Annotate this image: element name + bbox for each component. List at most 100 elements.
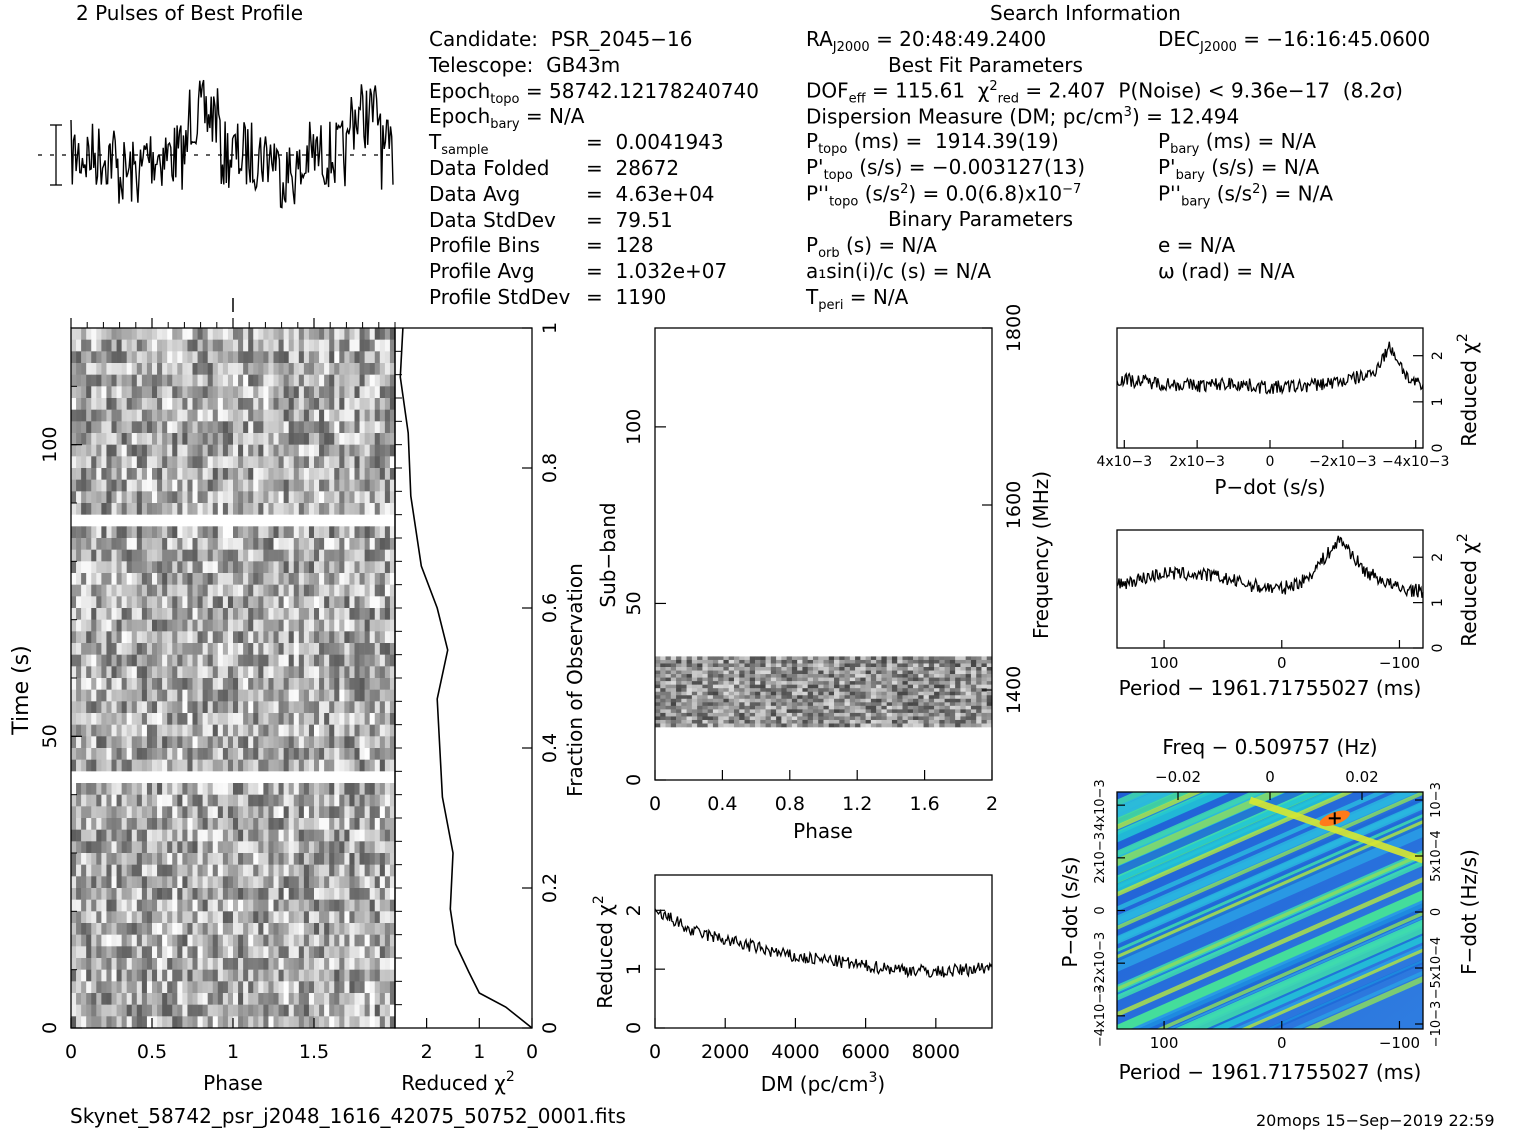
subband-cell <box>839 691 845 696</box>
time-phase-cell <box>146 888 153 900</box>
time-phase-cell <box>334 491 340 504</box>
time-phase-cell <box>303 841 310 854</box>
time-phase-cell <box>192 619 198 632</box>
time-phase-cell <box>278 654 284 667</box>
time-phase-cell <box>76 491 82 504</box>
time-phase-cell <box>111 864 117 877</box>
time-phase-cell <box>197 713 203 725</box>
subband-cell <box>970 684 977 689</box>
time-phase-cell <box>111 526 117 539</box>
time-phase-cell <box>278 876 284 889</box>
time-phase-cell <box>96 759 102 772</box>
subband-cell <box>902 688 909 693</box>
time-phase-cell <box>273 783 279 795</box>
time-phase-cell <box>324 969 330 982</box>
time-phase-cell <box>227 759 234 772</box>
time-phase-cell <box>71 981 77 994</box>
subband-cell <box>744 712 751 717</box>
subband-cell <box>960 659 966 664</box>
time-phase-cell <box>197 584 203 597</box>
time-phase-cell <box>268 934 274 947</box>
time-phase-cell <box>374 608 381 620</box>
time-phase-cell <box>359 619 365 632</box>
time-phase-cell <box>111 724 117 737</box>
subband-cell <box>928 709 935 714</box>
time-phase-cell <box>96 678 102 690</box>
subband-cell <box>849 698 856 703</box>
time-phase-cell <box>334 654 340 667</box>
subband-cell <box>960 684 966 689</box>
time-phase-cell <box>319 841 325 854</box>
time-phase-cell <box>243 339 249 352</box>
time-phase-cell <box>314 829 320 842</box>
time-phase-cell <box>238 1004 244 1017</box>
time-phase-cell <box>258 946 264 959</box>
subband-cell <box>913 681 919 685</box>
subband-cell <box>902 681 909 685</box>
time-phase-cell <box>243 818 249 830</box>
time-phase-cell <box>324 549 330 562</box>
time-phase-cell <box>227 724 234 737</box>
time-phase-cell <box>81 993 87 1005</box>
time-phase-cell <box>197 503 203 515</box>
time-phase-cell <box>359 853 365 865</box>
subband-cell <box>681 705 687 710</box>
time-phase-cell <box>162 468 168 480</box>
time-phase-cell <box>273 409 279 422</box>
time-phase-cell <box>222 479 229 492</box>
subband-cell <box>960 712 966 717</box>
time-phase-cell <box>389 421 396 434</box>
time-phase-cell <box>116 433 122 445</box>
time-phase-cell <box>263 538 269 550</box>
time-phase-cell <box>303 759 310 772</box>
time-phase-cell <box>319 759 325 772</box>
time-phase-cell <box>278 421 284 434</box>
time-phase-cell <box>167 724 173 737</box>
time-phase-cell <box>157 899 163 912</box>
time-phase-cell <box>217 806 224 819</box>
subband-cell <box>839 712 845 717</box>
time-phase-cell <box>197 759 203 772</box>
time-phase-cell <box>167 351 173 364</box>
time-phase-cell <box>121 666 127 679</box>
subband-cell <box>876 695 882 700</box>
time-phase-cell <box>157 736 163 749</box>
time-phase-cell <box>258 398 264 410</box>
time-phase-cell <box>207 339 214 352</box>
time-phase-cell <box>192 969 198 982</box>
time-phase-cell <box>146 654 153 667</box>
subband-cell <box>686 684 693 689</box>
time-phase-cell <box>131 339 138 352</box>
time-phase-cell <box>76 608 82 620</box>
time-phase-cell <box>91 864 97 877</box>
time-phase-cell <box>364 526 370 539</box>
time-phase-cell <box>273 538 279 550</box>
subband-cell <box>844 712 851 717</box>
time-phase-cell <box>162 806 168 819</box>
time-phase-cell <box>197 409 203 422</box>
subband-cell <box>676 684 682 689</box>
time-phase-cell <box>187 1016 193 1029</box>
time-phase-cell <box>182 584 188 597</box>
time-phase-cell <box>167 608 173 620</box>
time-phase-cell <box>389 923 396 935</box>
time-phase-cell <box>238 409 244 422</box>
subband-cell <box>828 709 835 714</box>
time-phase-cell <box>91 934 97 947</box>
time-phase-cell <box>182 619 188 632</box>
time-phase-cell <box>136 701 143 714</box>
time-phase-cell <box>293 561 300 574</box>
time-phase-cell <box>101 841 107 854</box>
subband-cell <box>749 684 756 689</box>
time-phase-cell <box>177 491 183 504</box>
chi2-fraction-frame <box>394 327 533 1029</box>
time-phase-cell <box>207 526 214 539</box>
time-phase-cell <box>384 398 391 410</box>
time-phase-cell <box>71 853 77 865</box>
subband-cell <box>797 659 803 664</box>
time-phase-cell <box>273 584 279 597</box>
time-phase-cell <box>339 619 345 632</box>
time-phase-cell <box>308 829 315 842</box>
time-phase-cell <box>146 503 153 515</box>
time-phase-cell <box>212 759 219 772</box>
